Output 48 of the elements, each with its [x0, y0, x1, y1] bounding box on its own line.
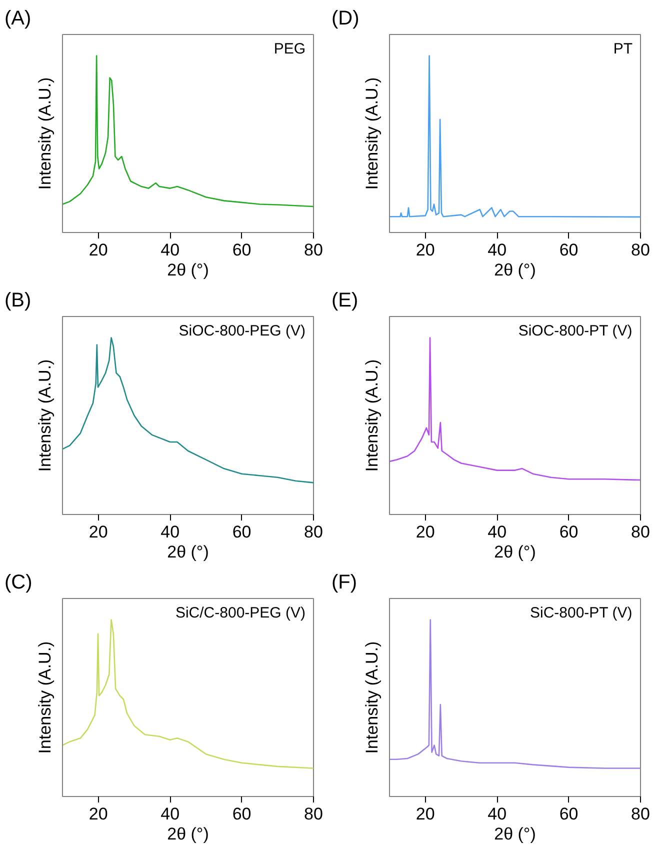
text: (E)	[332, 290, 358, 312]
x-tick-label: 80	[304, 522, 323, 542]
x-tick-label: 60	[559, 804, 578, 824]
x-tick-label: 60	[559, 522, 578, 542]
x-tick-label: 60	[232, 804, 252, 824]
text: (B)	[4, 290, 32, 312]
x-axis-title: 2θ (°)	[167, 542, 209, 562]
y-axis-title: Intensity (A.U.)	[362, 77, 382, 190]
x-tick-label: 80	[631, 240, 650, 260]
x-tick-label: 40	[160, 240, 180, 260]
annotation: SiOC-800-PEG (V)	[178, 322, 306, 340]
x-tick-label: 20	[88, 804, 108, 824]
x-tick-label: 20	[416, 804, 435, 824]
x-tick-label: 80	[304, 240, 323, 260]
annotation: PT	[613, 40, 633, 58]
annotation: PEG	[274, 40, 306, 58]
x-tick-label: 20	[416, 240, 435, 260]
x-tick-label: 20	[416, 522, 435, 542]
x-axis-title: 2θ (°)	[494, 824, 536, 844]
text: (F)	[332, 572, 358, 594]
x-tick-label: 80	[631, 522, 650, 542]
text: (C)	[4, 572, 32, 594]
x-tick-label: 60	[232, 240, 252, 260]
y-axis-title: Intensity (A.U.)	[36, 77, 54, 190]
x-tick-label: 40	[160, 522, 180, 542]
x-tick-label: 80	[304, 804, 323, 824]
y-axis-title: Intensity (A.U.)	[36, 359, 54, 472]
x-tick-label: 40	[488, 522, 507, 542]
x-tick-label: 20	[88, 240, 108, 260]
annotation: SiOC-800-PT (V)	[518, 322, 632, 340]
x-tick-label: 60	[232, 522, 252, 542]
x-tick-label: 80	[631, 804, 650, 824]
y-axis-title: Intensity (A.U.)	[36, 641, 54, 754]
x-axis-title: 2θ (°)	[167, 824, 209, 844]
annotation: SiC/C-800-PEG (V)	[175, 604, 306, 622]
annotation: SiC-800-PT (V)	[530, 604, 632, 622]
x-tick-label: 20	[88, 522, 108, 542]
y-axis-title: Intensity (A.U.)	[362, 359, 382, 472]
text: (D)	[332, 8, 360, 30]
text: (A)	[4, 8, 32, 30]
x-tick-label: 40	[488, 804, 507, 824]
x-tick-label: 40	[488, 240, 507, 260]
x-tick-label: 40	[160, 804, 180, 824]
x-axis-title: 2θ (°)	[494, 542, 536, 562]
x-tick-label: 60	[559, 240, 578, 260]
y-axis-title: Intensity (A.U.)	[362, 641, 382, 754]
x-axis-title: 2θ (°)	[167, 260, 209, 280]
x-axis-title: 2θ (°)	[494, 260, 536, 280]
